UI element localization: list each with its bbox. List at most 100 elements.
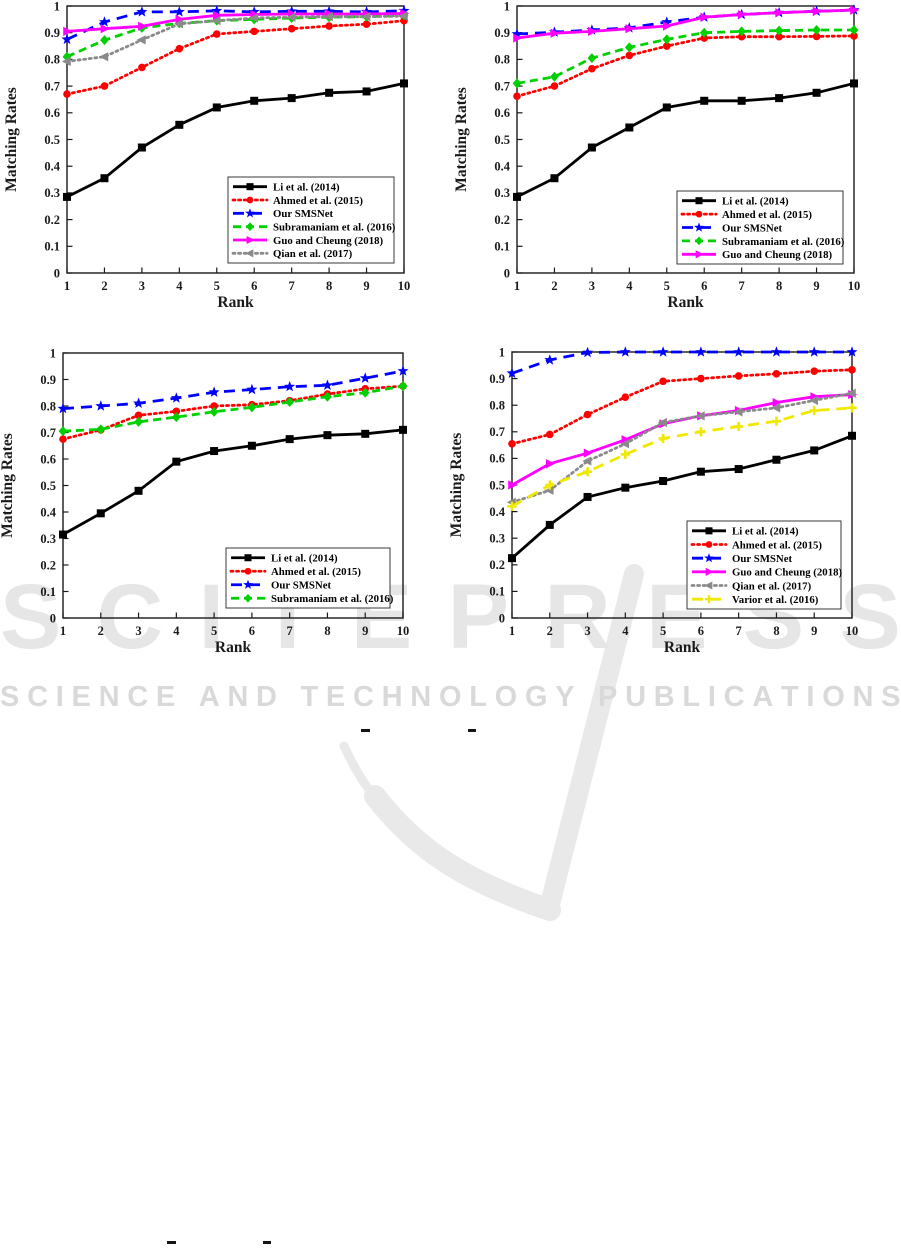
tri-left-marker: [809, 395, 819, 406]
series-qian-et-al-2017: [506, 388, 856, 507]
tri-left-marker: [704, 581, 713, 590]
legend-row-li-et-al-2014: Li et al. (2014): [231, 553, 338, 565]
star-marker: [243, 579, 253, 589]
series-line-our-smsnet: [511, 350, 852, 375]
x-tick-label: 1: [64, 279, 70, 293]
chart-bottom-left: 0 0.1 0.2 0.3 0.4 0.5 0.6 0.7 0.8 0.9 1 1 2 3 4 5 6 7 8 9 10…: [0, 346, 410, 656]
y-tick-label: 0.5: [489, 478, 505, 492]
circle-marker: [100, 82, 109, 90]
y-tick-label: 0.8: [40, 399, 56, 413]
legend-row-our-smsnet: Our SMSNet: [233, 208, 333, 220]
y-tick-label: 0.9: [44, 26, 60, 40]
series-line-li-et-al-2014: [516, 82, 855, 199]
legend-bottom-left: Li et al. (2014)Ahmed et al. (2015) Our S…: [225, 547, 394, 609]
circle-marker: [545, 430, 554, 439]
star-marker: [248, 6, 260, 17]
star-marker: [511, 28, 523, 39]
series-line-guo-and-cheung-2018: [516, 8, 855, 40]
watermark-letter: Y: [555, 681, 575, 713]
tri-left-marker: [695, 411, 705, 421]
star-marker: [506, 367, 518, 378]
square-marker: [247, 441, 256, 450]
series-varior-et-al-2016: [507, 403, 857, 511]
watermark-letter: R: [544, 566, 611, 668]
x-tick-label: 6: [701, 279, 707, 293]
circle-marker: [695, 210, 703, 218]
circle-marker: [508, 439, 516, 448]
diamond-marker: [737, 26, 747, 37]
square-marker: [137, 143, 146, 152]
star-marker: [397, 365, 409, 376]
legend-box: [227, 176, 395, 264]
legend-label: Guo and Cheung (2018): [732, 567, 842, 579]
legend-row-li-et-al-2014: Li et al. (2014): [682, 196, 789, 208]
diamond-marker: [624, 42, 634, 53]
watermark-letter: N: [227, 681, 249, 713]
legend-box: [686, 520, 842, 610]
y-tick-label: 0.4: [489, 505, 505, 519]
x-tick-label: 2: [98, 624, 104, 638]
y-tick-label: 1: [50, 346, 56, 360]
diamond-marker: [512, 78, 522, 89]
square-marker: [96, 509, 105, 518]
x-tick-label: 3: [139, 279, 145, 293]
circle-marker: [850, 32, 858, 40]
diamond-marker: [587, 53, 597, 64]
square-marker: [734, 465, 743, 474]
square-marker: [695, 197, 703, 205]
watermark-letter: D: [256, 681, 277, 713]
star-marker: [173, 6, 185, 17]
y-tick-label: 0.1: [494, 240, 510, 254]
x-tick-label: 10: [398, 279, 411, 293]
caption-fragment-dash: [468, 729, 476, 732]
tri-right-marker: [662, 21, 672, 31]
series-guo-and-cheung-2018: [508, 389, 858, 490]
x-tick-label: 10: [846, 624, 859, 638]
diamond-marker: [662, 34, 672, 45]
diamond-marker: [171, 412, 181, 423]
square-marker: [625, 123, 634, 132]
y-tick-label: 0.3: [494, 186, 510, 200]
legend-label: Subramaniam et al. (2016): [271, 593, 394, 605]
circle-marker: [513, 92, 521, 101]
circle-marker: [662, 42, 671, 50]
star-marker: [704, 553, 714, 563]
tri-right-marker: [212, 10, 222, 20]
watermark-letter: C: [27, 681, 49, 713]
y-tick-label: 1: [499, 345, 505, 359]
square-marker: [400, 79, 408, 88]
x-tick-label: 1: [514, 279, 520, 293]
y-tick-label: 0.2: [489, 558, 505, 572]
watermark-letter: E: [325, 681, 346, 713]
legend-row-our-smsnet: Our SMSNet: [692, 553, 792, 565]
star-marker: [246, 383, 258, 395]
x-tick-label: 2: [547, 624, 553, 638]
watermark-letter: G: [524, 681, 548, 713]
legend-row-li-et-al-2014: Li et al. (2014): [692, 526, 799, 538]
legend-row-ahmed-et-al-2015: Ahmed et al. (2015): [680, 209, 812, 221]
watermark-letter: O: [822, 681, 845, 713]
x-tick-label: 6: [698, 624, 704, 638]
square-marker: [399, 425, 407, 434]
legend-row-subramaniam-et-al-2016: Subramaniam et al. (2016): [682, 236, 845, 248]
star-marker: [398, 5, 410, 16]
x-tick-label: 10: [397, 624, 410, 638]
legend-row-guo-and-cheung-2018: Guo and Cheung (2018): [692, 567, 842, 579]
y-tick-label: 0.5: [44, 133, 60, 147]
legend-row-guo-and-cheung-2018: Guo and Cheung (2018): [233, 235, 383, 247]
figure-panel-top-right: 0 0.1 0.2 0.3 0.4 0.5 0.6 0.7 0.8 0.9 1 1 2 3 4 5 6 7 8 9 10…: [450, 0, 901, 312]
star-marker: [694, 222, 704, 232]
x-tick-label: 9: [363, 279, 369, 293]
diamond-marker: [360, 387, 370, 398]
watermark-letter: B: [653, 681, 675, 713]
star-marker: [133, 397, 145, 408]
y-tick-label: 0.6: [494, 106, 510, 120]
plus-marker: [734, 421, 744, 432]
legend-label: Our SMSNet: [271, 580, 331, 592]
tri-right-marker: [175, 14, 185, 24]
star-marker: [808, 346, 820, 357]
y-tick-label: 0.8: [489, 399, 505, 413]
tri-left-marker: [211, 16, 221, 26]
tri-left-marker: [582, 456, 592, 466]
watermark-letter: S: [0, 681, 20, 713]
